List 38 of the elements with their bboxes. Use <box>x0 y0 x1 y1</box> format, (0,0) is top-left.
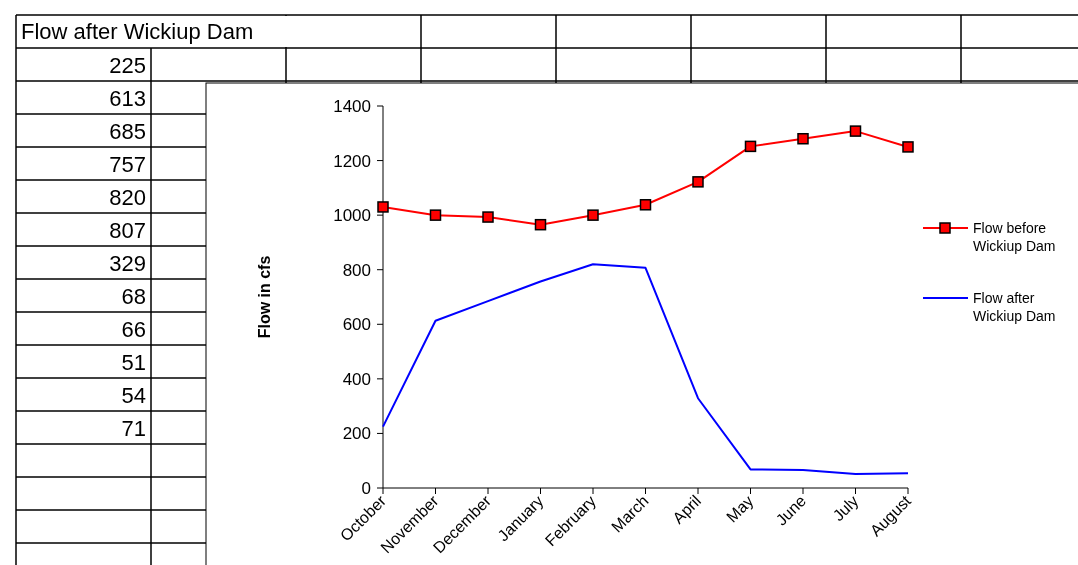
legend-label: Flow before Wickiup Dam <box>973 220 1056 255</box>
point <box>849 125 862 137</box>
y-tick-label: 800 <box>342 260 371 280</box>
text: 68 <box>121 284 146 309</box>
point <box>534 218 547 231</box>
text: 613 <box>109 86 146 111</box>
point <box>429 209 442 221</box>
x-tick-label: July <box>829 492 862 525</box>
text: 54 <box>121 383 146 408</box>
point <box>377 201 389 213</box>
text: 329 <box>109 251 146 276</box>
y-tick-label: 200 <box>342 424 371 444</box>
y-tick-label: 1000 <box>333 206 371 226</box>
y-tick-label: 1400 <box>333 96 371 116</box>
text: 51 <box>121 350 146 375</box>
text: 757 <box>109 152 146 177</box>
y-tick-label: 0 <box>361 478 371 498</box>
y-tick-label: 1200 <box>333 151 371 171</box>
point <box>482 211 494 223</box>
line-series <box>382 263 909 476</box>
point <box>797 132 809 145</box>
y-tick-label: 400 <box>342 369 371 389</box>
text: 66 <box>121 317 146 342</box>
legend-label: Flow after Wickiup Dam <box>973 290 1056 325</box>
point <box>639 199 652 211</box>
text: 71 <box>121 416 146 441</box>
text: Flow after Wickiup Dam <box>21 19 254 44</box>
text: 225 <box>109 53 146 78</box>
point <box>744 140 757 153</box>
y-tick-label: 600 <box>342 315 371 335</box>
point <box>692 176 704 188</box>
text: 685 <box>109 119 146 144</box>
point <box>587 209 599 221</box>
point <box>902 141 914 153</box>
y-axis-title: Flow in cfs <box>256 255 273 339</box>
text: 807 <box>109 218 146 243</box>
text: 820 <box>109 185 146 210</box>
x-tick-label: May <box>723 492 757 526</box>
